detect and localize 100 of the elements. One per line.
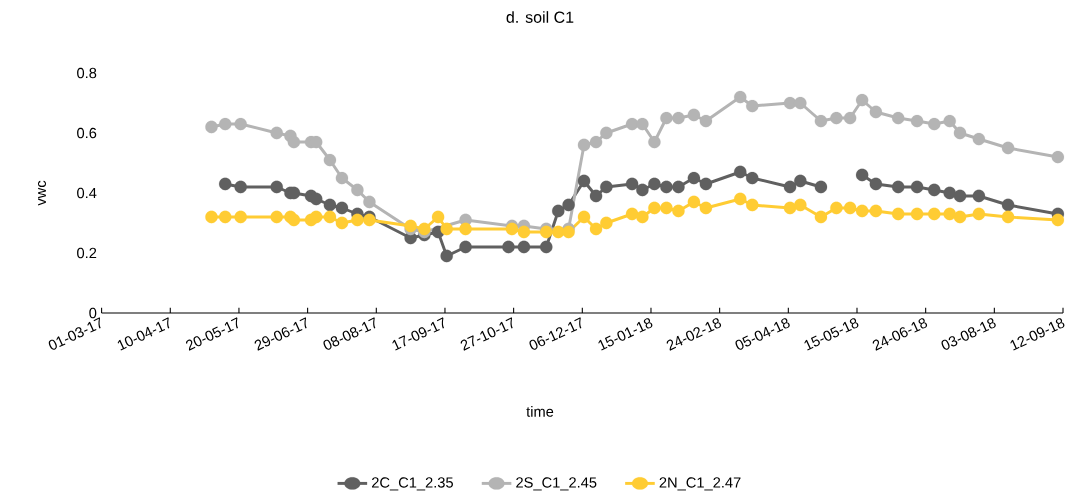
- point: [660, 201, 673, 215]
- point: [234, 180, 247, 194]
- point: [323, 153, 337, 167]
- point: [699, 114, 713, 128]
- point: [431, 210, 445, 224]
- point: [323, 210, 337, 224]
- point: [794, 96, 807, 110]
- point: [234, 210, 247, 224]
- point: [814, 210, 828, 224]
- point: [783, 180, 797, 194]
- point: [335, 201, 349, 215]
- point: [648, 201, 661, 215]
- point: [814, 180, 828, 194]
- point: [891, 180, 905, 194]
- point: [600, 126, 613, 140]
- y-tick-label: 0.2: [77, 247, 97, 259]
- point: [648, 177, 661, 191]
- point: [660, 180, 673, 194]
- y-tick-label: 0.4: [77, 187, 97, 199]
- y-tick-label: 0.6: [77, 127, 97, 139]
- point: [672, 180, 685, 194]
- point: [625, 207, 639, 221]
- point: [1051, 150, 1065, 164]
- point: [270, 210, 283, 224]
- point: [363, 195, 376, 209]
- point: [219, 210, 232, 224]
- point: [600, 216, 613, 230]
- point: [577, 138, 591, 152]
- point: [855, 93, 869, 107]
- point: [928, 183, 941, 197]
- point: [672, 111, 685, 125]
- legend-label: 2S_C1_2.45: [516, 477, 597, 491]
- point: [943, 114, 956, 128]
- point: [562, 198, 575, 212]
- point: [910, 180, 924, 194]
- point: [552, 204, 565, 218]
- point: [953, 210, 967, 224]
- point: [323, 198, 337, 212]
- point: [869, 105, 883, 119]
- point: [972, 189, 986, 203]
- point: [734, 90, 747, 104]
- point: [517, 225, 531, 239]
- point: [699, 201, 713, 215]
- point: [335, 171, 349, 185]
- point: [1001, 198, 1015, 212]
- y-tick-label: 0.8: [77, 67, 97, 79]
- point: [219, 177, 232, 191]
- point: [953, 126, 967, 140]
- point: [891, 207, 905, 221]
- chart-title: d. soil C1: [506, 11, 574, 23]
- point: [287, 213, 301, 227]
- point: [910, 207, 924, 221]
- point: [459, 240, 472, 254]
- point: [687, 171, 701, 185]
- point: [660, 111, 673, 125]
- point: [830, 111, 843, 125]
- point: [972, 132, 986, 146]
- y-axis-title: vwc: [37, 180, 47, 206]
- point: [270, 126, 283, 140]
- point: [589, 135, 603, 149]
- point: [589, 189, 603, 203]
- point: [625, 177, 639, 191]
- point: [687, 195, 701, 209]
- point: [794, 174, 807, 188]
- point: [600, 180, 613, 194]
- point: [589, 222, 603, 236]
- point: [746, 171, 759, 185]
- point: [219, 117, 232, 131]
- point: [814, 114, 828, 128]
- point: [746, 99, 759, 113]
- point: [459, 222, 472, 236]
- point: [746, 198, 759, 212]
- point: [351, 213, 364, 227]
- point: [783, 96, 797, 110]
- point: [1001, 210, 1015, 224]
- point: [734, 192, 747, 206]
- point: [625, 117, 639, 131]
- point: [636, 117, 649, 131]
- point: [891, 111, 905, 125]
- point: [843, 111, 857, 125]
- point: [699, 177, 713, 191]
- point: [972, 207, 986, 221]
- point: [783, 201, 797, 215]
- point: [830, 201, 843, 215]
- point: [577, 210, 591, 224]
- point: [234, 117, 247, 131]
- y-tick-label: 0: [89, 307, 97, 319]
- point: [869, 177, 883, 191]
- legend-label: 2C_C1_2.35: [372, 477, 453, 491]
- point: [540, 240, 553, 254]
- point: [517, 240, 531, 254]
- point: [855, 168, 869, 182]
- point: [687, 108, 701, 122]
- point: [855, 204, 869, 218]
- point: [794, 198, 807, 212]
- point: [928, 207, 941, 221]
- legend-label: 2N_C1_2.47: [659, 477, 741, 491]
- point: [270, 180, 283, 194]
- point: [953, 189, 967, 203]
- point: [205, 120, 218, 134]
